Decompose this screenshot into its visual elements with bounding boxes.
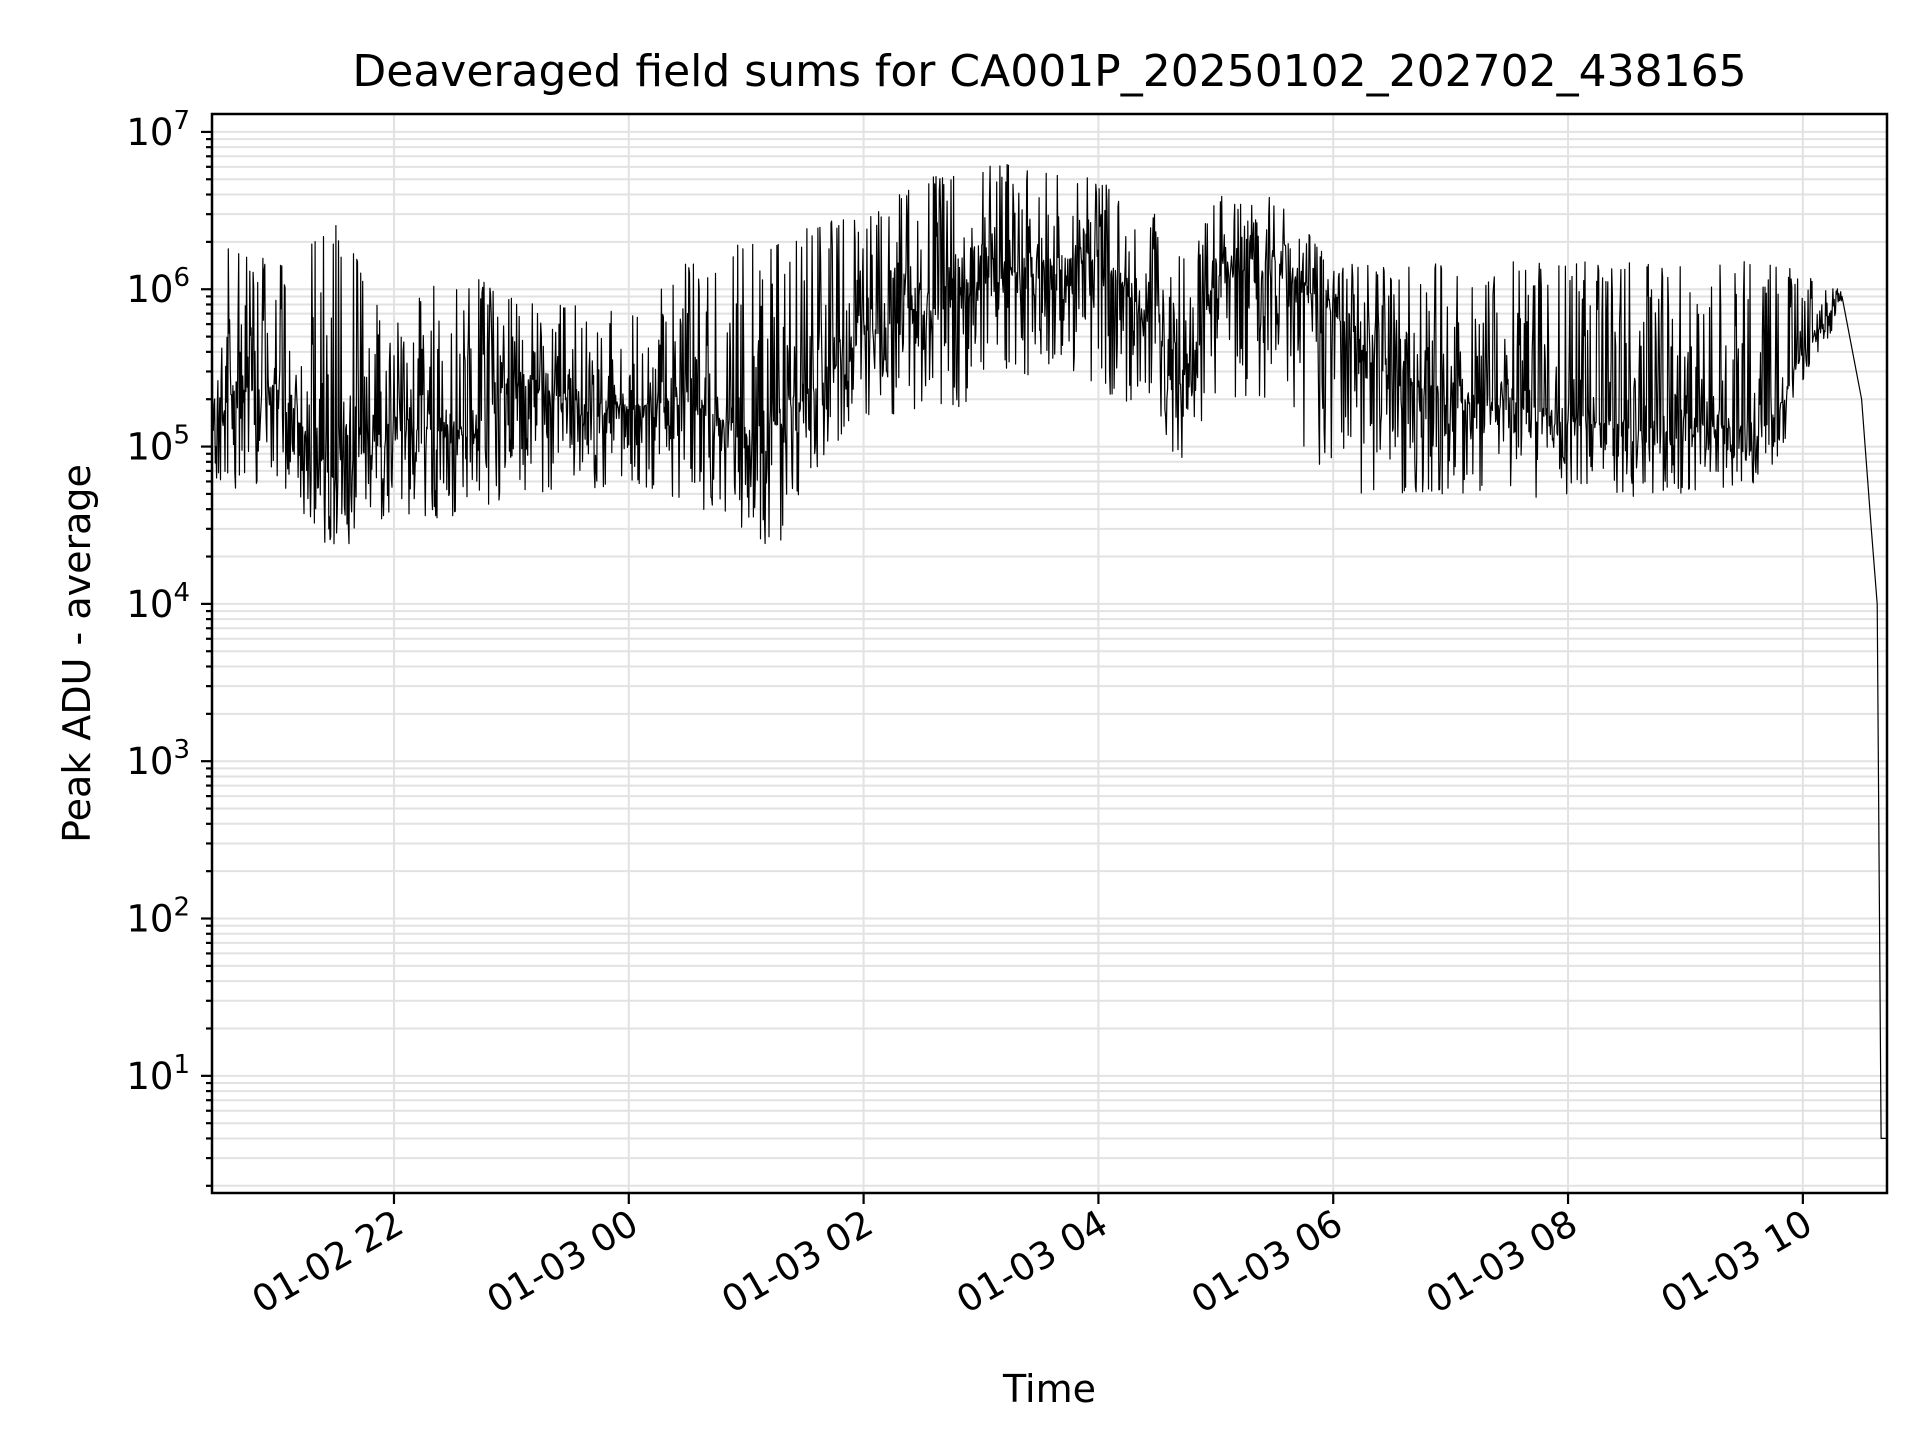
y-tick-label-exponent: 6 (173, 263, 190, 293)
y-tick-label-base: 10 (126, 898, 173, 941)
y-tick-label-exponent: 1 (173, 1050, 190, 1080)
y-tick-label-exponent: 5 (173, 421, 190, 451)
ticks (201, 130, 1804, 1204)
y-tick-label-base: 10 (126, 268, 173, 311)
chart-title: Deaveraged field sums for CA001P_2025010… (352, 46, 1746, 97)
y-tick-label-exponent: 7 (173, 106, 190, 136)
series-line (211, 164, 1887, 1139)
y-tick-label: 101 (126, 1050, 190, 1098)
y-tick-label-exponent: 4 (173, 578, 190, 608)
y-tick-label-base: 10 (126, 1055, 173, 1098)
y-tick-label-base: 10 (126, 740, 173, 783)
y-tick-label-base: 10 (126, 583, 173, 626)
y-tick-label-base: 10 (126, 111, 173, 154)
y-tick-label: 103 (126, 735, 190, 783)
x-axis-label: Time (1002, 1367, 1096, 1411)
y-tick-label: 107 (126, 106, 190, 154)
series-layer (211, 164, 1887, 1139)
plot-frame (210, 112, 1889, 1195)
y-tick-label: 104 (126, 578, 190, 626)
y-tick-label-base: 10 (126, 426, 173, 469)
y-tick-label-exponent: 3 (173, 735, 190, 765)
y-tick-label-exponent: 2 (173, 893, 190, 923)
y-axis-label: Peak ADU - average (55, 464, 99, 843)
y-tick-label: 105 (126, 421, 190, 469)
y-tick-label: 102 (126, 893, 190, 941)
y-tick-label: 106 (126, 263, 190, 311)
